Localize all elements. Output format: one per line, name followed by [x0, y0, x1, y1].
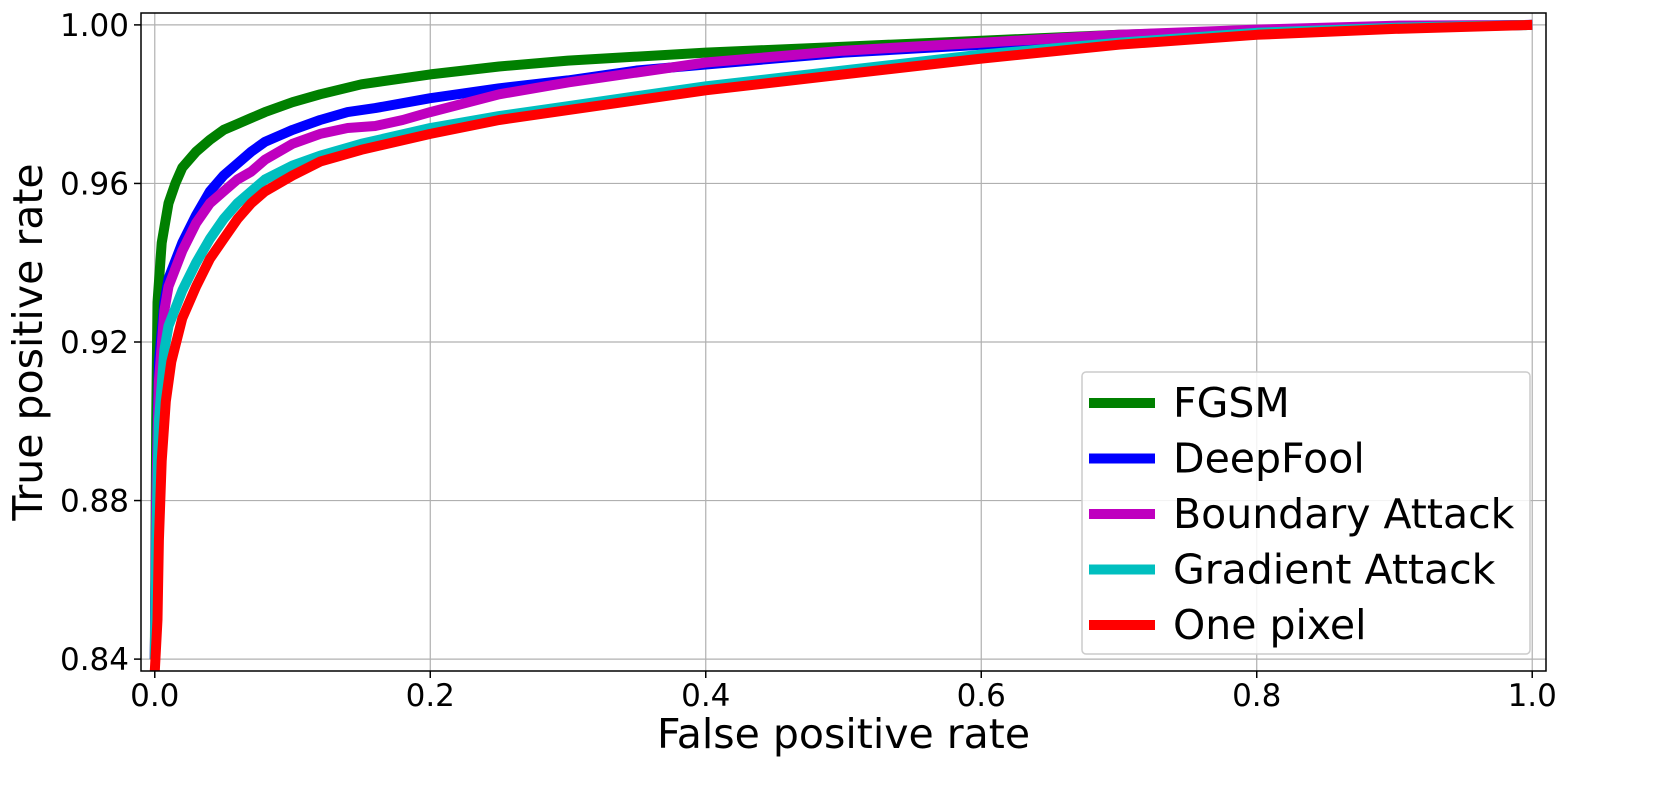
series-line-one-pixel [149, 19, 1533, 672]
x-tick-label: 1.0 [1508, 678, 1557, 714]
x-axis-label: False positive rate [657, 710, 1030, 758]
x-axis-ticks: 0.0 0.2 0.4 0.6 0.8 1.0 [130, 671, 1557, 714]
series-line-boundary-attack [149, 19, 1533, 660]
y-tick-label: 0.84 [60, 642, 129, 678]
legend-label: One pixel [1173, 601, 1367, 649]
y-axis-label: True positive rate [4, 163, 52, 521]
legend-label: Boundary Attack [1173, 490, 1515, 538]
series-lines [149, 19, 1533, 672]
y-tick-label: 1.00 [60, 8, 129, 44]
x-tick-label: 0.0 [130, 678, 179, 714]
legend: FGSM DeepFool Boundary Attack Gradient Atta… [1081, 371, 1531, 655]
y-tick-label: 0.88 [60, 484, 129, 520]
y-tick-label: 0.92 [60, 325, 129, 361]
legend-box [1081, 371, 1531, 655]
x-tick-label: 0.2 [406, 678, 455, 714]
y-axis-ticks: 0.84 0.88 0.92 0.96 1.00 [60, 8, 141, 678]
x-tick-label: 0.6 [957, 678, 1006, 714]
legend-label: FGSM [1173, 379, 1290, 427]
x-tick-label: 0.8 [1232, 678, 1281, 714]
x-tick-label: 0.4 [681, 678, 730, 714]
legend-label: Gradient Attack [1173, 546, 1496, 594]
legend-label: DeepFool [1173, 435, 1365, 483]
y-tick-label: 0.96 [60, 166, 129, 202]
